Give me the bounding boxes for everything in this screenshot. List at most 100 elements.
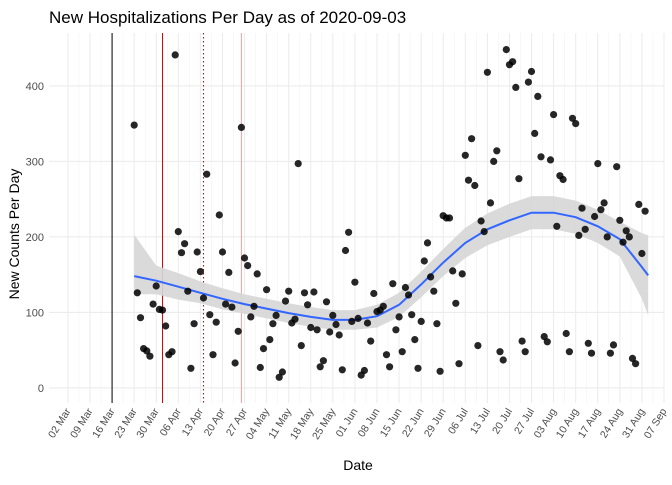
y-tick-label: 300 xyxy=(26,156,44,168)
data-point xyxy=(259,345,268,353)
data-point xyxy=(540,333,548,341)
data-point xyxy=(550,111,558,119)
data-point xyxy=(206,311,214,319)
data-point xyxy=(143,347,151,355)
x-tick-label: 07 Sep xyxy=(642,406,670,441)
data-point xyxy=(171,51,179,59)
data-point xyxy=(278,368,286,376)
data-point xyxy=(237,123,245,131)
data-point xyxy=(341,246,350,255)
x-tick-label: 29 Jun xyxy=(422,406,449,439)
x-tick-label: 25 May xyxy=(310,406,339,442)
data-point xyxy=(187,364,195,372)
data-point xyxy=(401,283,409,292)
data-point xyxy=(474,342,482,350)
data-point xyxy=(622,227,630,235)
data-point xyxy=(531,129,539,137)
data-point xyxy=(404,291,413,299)
y-tick-label: 100 xyxy=(26,307,44,319)
data-point xyxy=(190,320,198,328)
data-point xyxy=(537,153,545,161)
y-axis-label: New Counts Per Day xyxy=(6,169,22,300)
data-point xyxy=(468,135,476,143)
data-point xyxy=(351,278,359,286)
data-point xyxy=(162,322,170,330)
data-point xyxy=(130,121,138,129)
data-point xyxy=(177,249,186,257)
data-point xyxy=(168,348,176,356)
data-point xyxy=(310,288,318,296)
data-point xyxy=(158,306,167,314)
data-point xyxy=(332,320,340,329)
data-point xyxy=(496,348,504,356)
data-point xyxy=(508,58,517,66)
data-point xyxy=(458,270,466,278)
data-point xyxy=(572,120,580,128)
data-point xyxy=(149,300,157,308)
data-point xyxy=(285,287,293,295)
data-point xyxy=(370,289,378,298)
data-point xyxy=(253,270,261,278)
data-point xyxy=(433,320,441,328)
data-point xyxy=(247,313,255,321)
data-point xyxy=(524,78,533,86)
data-point xyxy=(275,373,283,381)
data-point xyxy=(562,329,570,338)
data-point xyxy=(464,176,473,184)
data-point xyxy=(222,300,230,308)
data-point xyxy=(600,199,608,207)
data-point xyxy=(635,200,643,208)
data-point xyxy=(225,268,233,276)
data-point xyxy=(414,364,422,372)
y-tick-label: 200 xyxy=(26,232,44,244)
data-point xyxy=(515,175,523,183)
data-point xyxy=(181,240,189,248)
x-tick-label: 06 Apr xyxy=(158,406,185,439)
data-point xyxy=(395,313,403,321)
data-point xyxy=(382,351,391,359)
smooth-trend-line xyxy=(133,211,649,321)
vline-layer xyxy=(111,33,242,403)
data-point xyxy=(313,326,321,334)
data-point xyxy=(322,298,331,306)
data-point xyxy=(483,68,491,76)
data-point xyxy=(480,228,488,236)
data-point xyxy=(499,356,507,364)
data-point xyxy=(578,204,586,212)
data-point xyxy=(291,315,299,323)
data-point xyxy=(146,352,154,360)
data-point xyxy=(136,314,145,322)
data-point xyxy=(269,320,277,328)
data-point xyxy=(386,363,394,371)
data-point xyxy=(319,357,327,365)
data-point xyxy=(486,199,495,207)
data-point xyxy=(329,311,337,319)
data-point xyxy=(518,337,526,345)
data-point xyxy=(300,289,309,297)
data-point xyxy=(452,299,460,307)
x-tick-label: 20 Apr xyxy=(202,406,229,439)
data-point xyxy=(546,156,555,164)
data-point xyxy=(430,287,438,295)
data-point xyxy=(209,351,217,359)
x-axis-label: Date xyxy=(343,457,373,473)
data-point xyxy=(417,317,425,325)
data-point xyxy=(565,348,574,356)
data-point xyxy=(477,217,485,225)
data-point xyxy=(423,239,432,247)
data-point xyxy=(263,286,271,294)
data-point xyxy=(502,46,510,54)
data-point xyxy=(461,151,469,159)
data-point xyxy=(628,354,637,362)
y-tick-label: 0 xyxy=(38,383,44,395)
data-point xyxy=(609,341,618,349)
data-point xyxy=(597,206,605,214)
data-point xyxy=(184,287,192,295)
data-point xyxy=(641,207,649,215)
data-point xyxy=(266,336,274,344)
data-point xyxy=(553,222,561,230)
data-point xyxy=(613,163,621,171)
data-point xyxy=(338,366,346,374)
